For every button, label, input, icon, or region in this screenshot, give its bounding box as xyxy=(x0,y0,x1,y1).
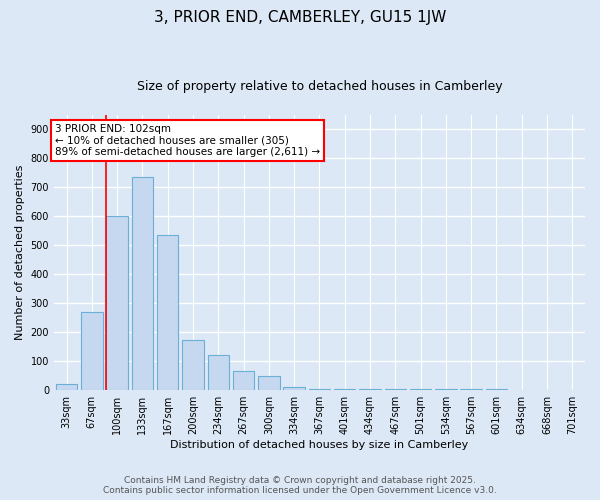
Text: 3 PRIOR END: 102sqm
← 10% of detached houses are smaller (305)
89% of semi-detac: 3 PRIOR END: 102sqm ← 10% of detached ho… xyxy=(55,124,320,157)
Bar xyxy=(435,389,457,390)
Bar xyxy=(359,389,381,390)
Bar xyxy=(486,389,507,390)
Bar xyxy=(385,389,406,390)
Text: Contains HM Land Registry data © Crown copyright and database right 2025.
Contai: Contains HM Land Registry data © Crown c… xyxy=(103,476,497,495)
Bar xyxy=(208,356,229,390)
Y-axis label: Number of detached properties: Number of detached properties xyxy=(15,165,25,340)
X-axis label: Distribution of detached houses by size in Camberley: Distribution of detached houses by size … xyxy=(170,440,469,450)
Bar xyxy=(157,235,178,390)
Bar xyxy=(56,384,77,390)
Bar xyxy=(81,312,103,390)
Text: 3, PRIOR END, CAMBERLEY, GU15 1JW: 3, PRIOR END, CAMBERLEY, GU15 1JW xyxy=(154,10,446,25)
Bar xyxy=(131,178,153,390)
Bar xyxy=(106,216,128,390)
Bar xyxy=(258,376,280,390)
Bar xyxy=(334,389,355,390)
Bar xyxy=(283,386,305,390)
Bar xyxy=(182,340,204,390)
Bar xyxy=(410,389,431,390)
Bar xyxy=(309,389,330,390)
Bar xyxy=(460,389,482,390)
Bar xyxy=(233,371,254,390)
Title: Size of property relative to detached houses in Camberley: Size of property relative to detached ho… xyxy=(137,80,502,93)
